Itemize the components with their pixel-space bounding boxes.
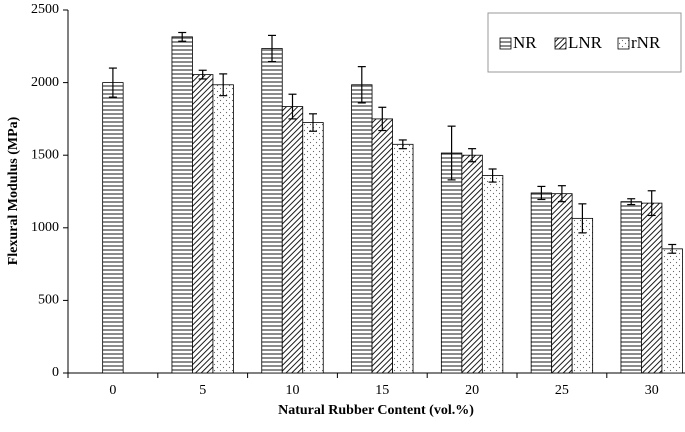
x-tick-label: 25 (555, 383, 569, 398)
error-bar (578, 203, 587, 234)
error-bar (537, 185, 546, 201)
bar (302, 122, 324, 374)
bar (192, 74, 214, 374)
legend-box (487, 12, 682, 73)
bar (102, 82, 124, 374)
bar (281, 106, 304, 374)
y-tick-label: 1000 (31, 220, 59, 235)
bar (171, 36, 193, 374)
bar (571, 217, 594, 374)
x-axis-label: Natural Rubber Content (vol.%) (278, 403, 474, 418)
error-bar (219, 73, 228, 97)
error-bar (647, 190, 656, 217)
bar (392, 143, 414, 374)
error-bar (268, 34, 276, 63)
y-tick-label: 500 (38, 293, 59, 308)
bar (641, 202, 663, 374)
x-tick-label: 30 (645, 383, 659, 398)
error-bar (468, 148, 477, 163)
bar (661, 248, 683, 374)
error-bar (178, 31, 187, 42)
legend-swatch (617, 37, 630, 50)
y-tick-label: 1500 (31, 147, 59, 162)
y-axis-label: Flexural Modulus (MPa) (6, 116, 21, 265)
bar (371, 118, 393, 374)
legend-label: LNR (568, 33, 603, 52)
error-bar (288, 93, 297, 120)
legend-label: rNR (631, 33, 661, 52)
legend-swatch (554, 37, 567, 50)
x-tick-label: 20 (465, 383, 479, 398)
legend-swatch (499, 37, 512, 50)
bar (351, 84, 373, 374)
error-bar (357, 66, 366, 104)
error-bar (557, 185, 566, 203)
error-bar (108, 67, 117, 98)
error-bar (378, 106, 387, 132)
x-tick-label: 0 (109, 383, 116, 398)
bar (530, 192, 553, 374)
error-bar (668, 243, 677, 254)
x-tick-label: 5 (199, 383, 206, 398)
bar (461, 154, 483, 374)
error-bar (627, 198, 636, 206)
error-bar (309, 113, 317, 132)
error-bar (198, 69, 207, 80)
bar (481, 175, 504, 374)
legend-label: NR (513, 33, 537, 52)
bar (551, 193, 573, 374)
bar (620, 201, 642, 374)
x-tick-label: 10 (286, 383, 300, 398)
error-bar (398, 139, 407, 150)
error-bar (447, 125, 456, 181)
error-bar (488, 168, 497, 183)
bar (261, 48, 283, 374)
x-tick-label: 15 (375, 383, 389, 398)
y-tick-label: 2000 (31, 75, 59, 90)
bar (212, 84, 234, 374)
y-tick-label: 0 (52, 365, 59, 380)
bar (440, 152, 463, 374)
y-tick-label: 2500 (31, 2, 59, 17)
